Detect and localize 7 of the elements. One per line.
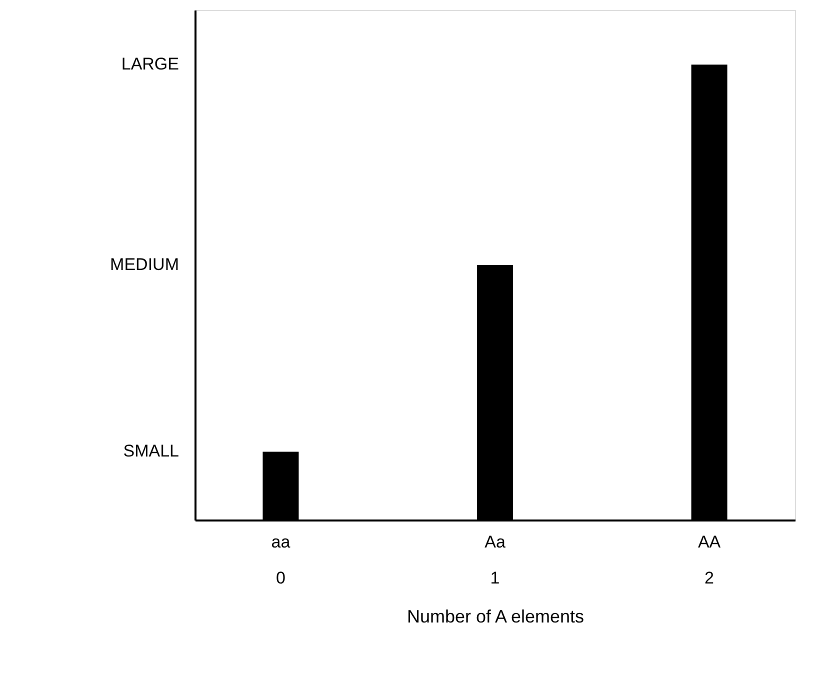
text: MEDIUM (110, 255, 179, 274)
x-tick-label: aa 0 (271, 532, 291, 588)
text: LARGE (121, 54, 179, 74)
x-tick-label: AA 2 (698, 532, 722, 588)
x-axis-title: Number of A elements (406, 606, 584, 626)
x-tick-label: Aa 1 (484, 532, 506, 588)
text: SMALL (123, 442, 179, 461)
